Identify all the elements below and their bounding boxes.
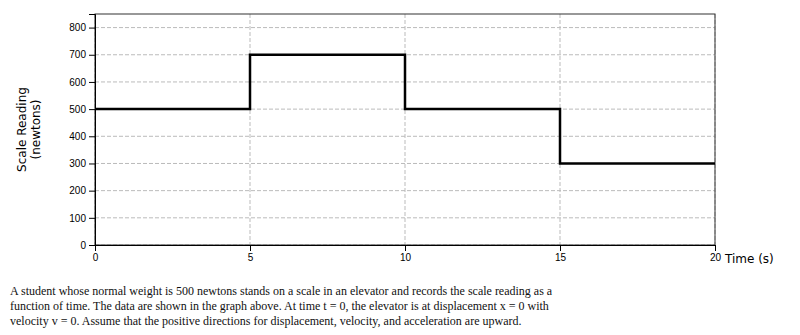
grid xyxy=(95,14,715,245)
x-tick: 20 xyxy=(710,245,722,263)
plot-area: 051015200100200300400500600700800 xyxy=(69,14,721,263)
grid-line-y xyxy=(95,136,715,137)
y-tick: 800 xyxy=(69,22,95,33)
y-tick-label: 600 xyxy=(69,77,86,88)
x-tick: 10 xyxy=(400,245,412,263)
y-tick-mark xyxy=(89,191,95,192)
grid-line-y xyxy=(95,27,715,28)
x-tick: 0 xyxy=(93,245,99,263)
y-tick-mark xyxy=(89,55,95,56)
annotation: A student whose normal weight is 500 new… xyxy=(10,284,553,328)
line xyxy=(95,55,715,164)
x-axis-line xyxy=(96,246,716,252)
x-tick-mark xyxy=(715,245,716,251)
y-tick-mark xyxy=(89,218,95,219)
x-tick: 5 xyxy=(248,245,254,263)
x-tick-label: 20 xyxy=(710,252,722,263)
x-tick: 15 xyxy=(555,245,567,263)
y-axis: 0 100 200 300 400 500 600 700 800 xyxy=(69,15,95,251)
y-tick-label: 200 xyxy=(69,185,86,196)
y-tick-label: 800 xyxy=(69,22,86,33)
x-tick-label: 10 xyxy=(400,252,412,263)
grid-line-x xyxy=(250,14,251,245)
x-tick-mark xyxy=(560,245,561,251)
x-tick-mark xyxy=(405,245,406,251)
y-tick-mark xyxy=(89,136,95,137)
y-tick: 500 xyxy=(69,104,95,115)
y-tick: 300 xyxy=(69,158,95,169)
x-axis-label: Time (s) xyxy=(724,252,774,266)
x-tick-label: 5 xyxy=(248,252,254,263)
y-tick-mark xyxy=(89,28,95,29)
y-tick: 100 xyxy=(69,213,95,224)
x-tick-label: 0 xyxy=(93,252,99,263)
grid-line-x xyxy=(405,14,406,245)
y-tick-mark xyxy=(89,82,95,83)
y-tick-mark xyxy=(89,245,95,246)
x-tick-mark xyxy=(250,245,251,251)
y-tick-mark xyxy=(89,163,95,164)
y-tick: 700 xyxy=(69,49,95,60)
grid-line-y xyxy=(95,190,715,191)
y-axis-line xyxy=(89,15,96,246)
y-tick: 600 xyxy=(69,77,95,88)
x-tick-label: 15 xyxy=(555,252,567,263)
grid-line-y xyxy=(95,217,715,218)
y-tick: 200 xyxy=(69,185,95,196)
marks xyxy=(95,55,715,164)
y-tick-mark xyxy=(89,109,95,110)
chart: 051015200100200300400500600700800Scale R… xyxy=(0,0,800,335)
y-tick: 0 xyxy=(80,240,95,251)
y-tick-label: 0 xyxy=(80,240,86,251)
y-tick: 400 xyxy=(69,131,95,142)
y-tick-label: 700 xyxy=(69,49,86,60)
y-tick-label: 300 xyxy=(69,158,86,169)
x-axis: 0 5 10 15 20 xyxy=(93,245,722,263)
y-tick-label: 400 xyxy=(69,131,86,142)
y-axis-label: Scale Reading(newtons) xyxy=(15,87,43,172)
y-tick-label: 100 xyxy=(69,213,86,224)
plot-frame xyxy=(95,14,715,245)
y-tick-label: 500 xyxy=(69,104,86,115)
